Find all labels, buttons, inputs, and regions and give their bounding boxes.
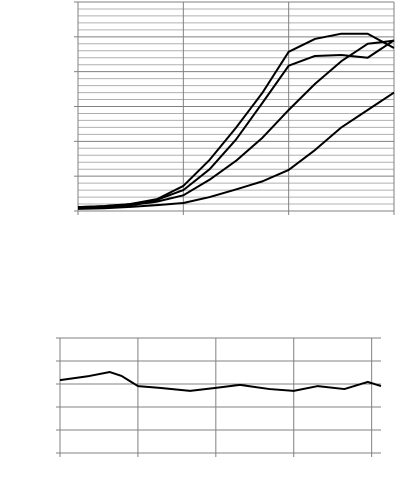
data-line [59,371,382,392]
chart [74,1,395,215]
chart [56,337,382,457]
data-line [77,39,395,209]
data-line [77,91,395,210]
data-line [77,39,395,209]
